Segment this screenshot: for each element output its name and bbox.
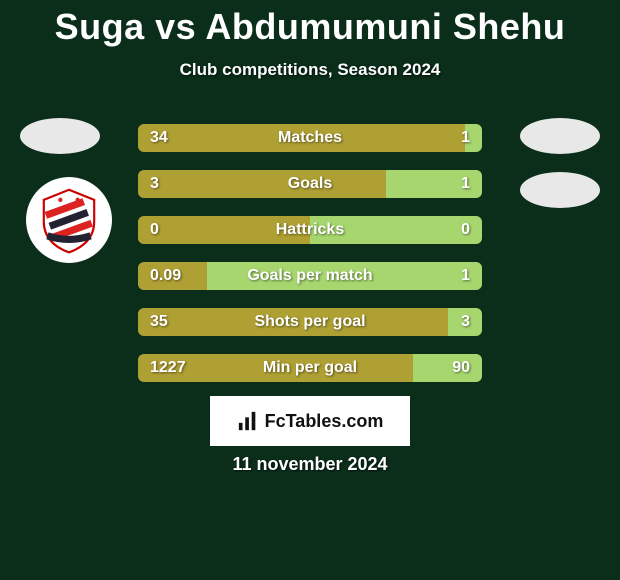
- stat-bar-right: [310, 216, 482, 244]
- stat-value-left: 35: [150, 308, 168, 336]
- stat-value-right: 3: [461, 308, 470, 336]
- stats-bars: 341Matches31Goals00Hattricks0.091Goals p…: [138, 124, 482, 400]
- stat-row: 00Hattricks: [138, 216, 482, 244]
- stat-value-right: 1: [461, 124, 470, 152]
- stat-row: 0.091Goals per match: [138, 262, 482, 290]
- fctables-label: FcTables.com: [265, 411, 384, 432]
- stat-row: 341Matches: [138, 124, 482, 152]
- stat-bar-right: [207, 262, 482, 290]
- stat-value-left: 34: [150, 124, 168, 152]
- stat-bar-left: [138, 170, 386, 198]
- bar-chart-icon: [237, 410, 259, 432]
- stat-value-left: 0.09: [150, 262, 181, 290]
- stat-row: 353Shots per goal: [138, 308, 482, 336]
- consadole-sapporo-icon: [33, 184, 105, 256]
- stat-row: 122790Min per goal: [138, 354, 482, 382]
- stat-value-right: 90: [452, 354, 470, 382]
- stat-value-left: 3: [150, 170, 159, 198]
- player1-flag-placeholder: [20, 118, 100, 154]
- subtitle: Club competitions, Season 2024: [0, 60, 620, 80]
- player1-club-logo: [26, 177, 112, 263]
- stat-value-left: 0: [150, 216, 159, 244]
- page-title: Suga vs Abdumumuni Shehu: [0, 0, 620, 48]
- stat-bar-left: [138, 216, 310, 244]
- fctables-badge: FcTables.com: [210, 396, 410, 446]
- stat-row: 31Goals: [138, 170, 482, 198]
- player2-club-placeholder: [520, 172, 600, 208]
- stat-value-right: 1: [461, 170, 470, 198]
- stat-value-right: 0: [461, 216, 470, 244]
- stat-bar-right: [413, 354, 482, 382]
- stat-bar-left: [138, 124, 465, 152]
- player2-flag-placeholder: [520, 118, 600, 154]
- stat-value-right: 1: [461, 262, 470, 290]
- stat-bar-left: [138, 308, 448, 336]
- stat-value-left: 1227: [150, 354, 186, 382]
- date-label: 11 november 2024: [0, 454, 620, 475]
